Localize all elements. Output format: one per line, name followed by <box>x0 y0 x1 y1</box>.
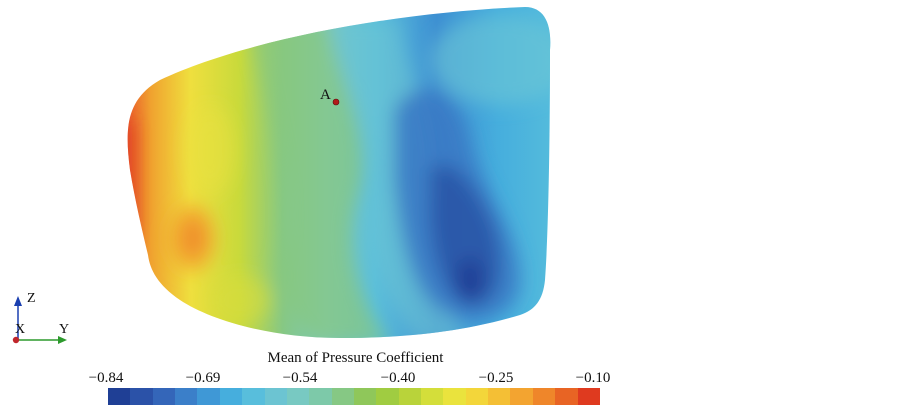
colorbar <box>108 388 600 405</box>
colorbar-swatch <box>398 388 422 405</box>
colorbar-swatch <box>532 388 556 405</box>
colorbar-swatch <box>488 388 511 405</box>
colorbar-swatch <box>465 388 489 405</box>
colorbar-tick-4: −0.25 <box>478 370 514 386</box>
axis-triad: Z X Y <box>12 291 69 344</box>
colorbar-swatch <box>443 388 466 405</box>
colorbar-swatch <box>130 388 153 405</box>
colorbar-tick-3: −0.40 <box>380 370 416 386</box>
colorbar-swatch <box>577 388 600 405</box>
colorbar-swatch <box>555 388 578 405</box>
colorbar-swatch <box>242 388 265 405</box>
colorbar-swatch <box>331 388 354 405</box>
colorbar-tick-2: −0.54 <box>282 370 318 386</box>
colorbar-tick-1: −0.69 <box>185 370 221 386</box>
colorbar-tick-0: −0.84 <box>88 370 124 386</box>
colorbar-swatch <box>353 388 377 405</box>
colorbar-swatch <box>219 388 243 405</box>
colorbar-swatch <box>264 388 287 405</box>
colorbar-swatch <box>510 388 533 405</box>
colorbar-swatch <box>152 388 176 405</box>
colorbar-swatch <box>286 388 310 405</box>
point-a-marker <box>332 98 340 106</box>
colorbar-swatch <box>197 388 220 405</box>
colorbar-tick-5: −0.10 <box>575 370 611 386</box>
point-a-label: A <box>320 87 331 103</box>
axis-x-label: X <box>15 322 25 337</box>
colorbar-swatch <box>309 388 332 405</box>
colorbar-swatch <box>108 388 131 405</box>
axis-z-label: Z <box>27 291 36 306</box>
contour-surface <box>127 7 551 338</box>
axis-y-label: Y <box>59 322 69 337</box>
colorbar-title: Mean of Pressure Coefficient <box>267 350 444 366</box>
colorbar-swatch <box>175 388 198 405</box>
colorbar-swatch <box>421 388 444 405</box>
colorbar-swatch <box>376 388 399 405</box>
